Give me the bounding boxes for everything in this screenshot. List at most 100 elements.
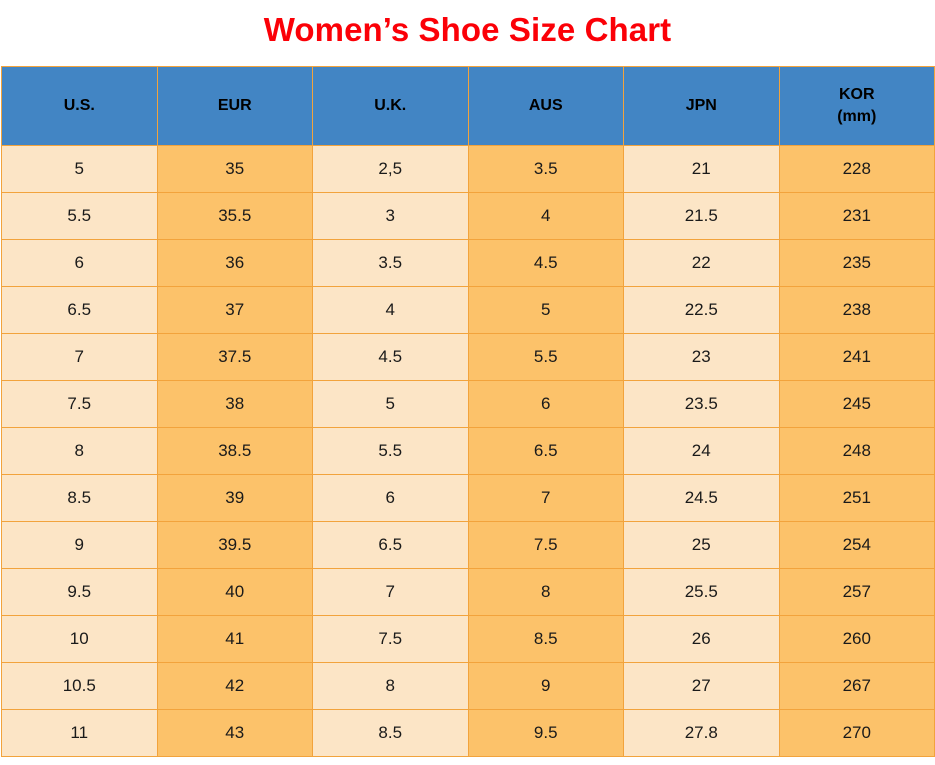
table-cell: 5.5 — [467, 333, 624, 381]
table-cell: 8.5 — [312, 709, 469, 757]
table-cell: 9 — [1, 521, 158, 569]
table-cell: 241 — [778, 333, 935, 381]
table-cell: 42 — [156, 662, 313, 710]
table-cell: 37 — [156, 286, 313, 334]
table-cell: 9.5 — [467, 709, 624, 757]
table-cell: 25.5 — [623, 568, 780, 616]
column-header-label: AUS — [528, 97, 563, 115]
table-cell: 35.5 — [156, 192, 313, 240]
table-cell: 7.5 — [1, 380, 158, 428]
table-cell: 38 — [156, 380, 313, 428]
table-cell: 8 — [467, 568, 624, 616]
table-cell: 228 — [778, 145, 935, 193]
table-cell: 5 — [312, 380, 469, 428]
table-cell: 38.5 — [156, 427, 313, 475]
table-cell: 5 — [1, 145, 158, 193]
table-cell: 9 — [467, 662, 624, 710]
page-title: Women’s Shoe Size Chart — [263, 11, 672, 48]
table-cell: 5.5 — [1, 192, 158, 240]
table-cell: 24 — [623, 427, 780, 475]
table-cell: 4.5 — [312, 333, 469, 381]
table-cell: 6 — [1, 239, 158, 287]
column-header-u-k: U.K. — [312, 66, 469, 146]
table-cell: 23 — [623, 333, 780, 381]
table-cell: 6.5 — [312, 521, 469, 569]
table-cell: 36 — [156, 239, 313, 287]
column-header-eur: EUR — [156, 66, 313, 146]
table-cell: 7.5 — [312, 615, 469, 663]
table-header: U.S. EUR U.K. AUS JPN KOR (mm) — [1, 66, 935, 146]
table-cell: 8 — [312, 662, 469, 710]
table-cell: 24.5 — [623, 474, 780, 522]
table-cell: 23.5 — [623, 380, 780, 428]
column-header-label: KOR — [838, 86, 875, 104]
table-cell: 8.5 — [1, 474, 158, 522]
table-cell: 6.5 — [467, 427, 624, 475]
table-cell: 260 — [778, 615, 935, 663]
table-cell: 27.8 — [623, 709, 780, 757]
column-header-jpn: JPN — [623, 66, 780, 146]
table-cell: 8.5 — [467, 615, 624, 663]
table-cell: 8 — [1, 427, 158, 475]
table-row: 6.5 37 4 5 22.5 238 — [1, 286, 935, 334]
table-cell: 40 — [156, 568, 313, 616]
table-cell: 3.5 — [467, 145, 624, 193]
table-row: 9.5 40 7 8 25.5 257 — [1, 568, 935, 616]
table-cell: 43 — [156, 709, 313, 757]
table-cell: 10.5 — [1, 662, 158, 710]
table-cell: 231 — [778, 192, 935, 240]
column-header-label: EUR — [217, 97, 252, 115]
table-cell: 254 — [778, 521, 935, 569]
table-cell: 6 — [467, 380, 624, 428]
table-cell: 4 — [312, 286, 469, 334]
table-cell: 21 — [623, 145, 780, 193]
table-cell: 9.5 — [1, 568, 158, 616]
table-cell: 2,5 — [312, 145, 469, 193]
table-cell: 235 — [778, 239, 935, 287]
table-cell: 37.5 — [156, 333, 313, 381]
table-cell: 25 — [623, 521, 780, 569]
table-cell: 4 — [467, 192, 624, 240]
table-cell: 22.5 — [623, 286, 780, 334]
table-row: 5 35 2,5 3.5 21 228 — [1, 145, 935, 193]
table-cell: 270 — [778, 709, 935, 757]
column-header-sublabel: (mm) — [837, 108, 877, 125]
table-cell: 39 — [156, 474, 313, 522]
table-row: 8.5 39 6 7 24.5 251 — [1, 474, 935, 522]
column-header-label: U.S. — [63, 97, 95, 115]
table-row: 5.5 35.5 3 4 21.5 231 — [1, 192, 935, 240]
column-header-label: JPN — [685, 97, 717, 115]
table-cell: 7 — [1, 333, 158, 381]
column-header-aus: AUS — [467, 66, 624, 146]
table-cell: 7.5 — [467, 521, 624, 569]
table-cell: 41 — [156, 615, 313, 663]
table-cell: 251 — [778, 474, 935, 522]
table-cell: 39.5 — [156, 521, 313, 569]
table-cell: 10 — [1, 615, 158, 663]
column-header-kor: KOR (mm) — [778, 66, 935, 146]
table-cell: 5 — [467, 286, 624, 334]
table-cell: 7 — [312, 568, 469, 616]
table-row: 11 43 8.5 9.5 27.8 270 — [1, 709, 935, 757]
table-cell: 5.5 — [312, 427, 469, 475]
table-header-row: U.S. EUR U.K. AUS JPN KOR (mm) — [1, 66, 935, 146]
table-cell: 248 — [778, 427, 935, 475]
table-cell: 11 — [1, 709, 158, 757]
size-conversion-table: U.S. EUR U.K. AUS JPN KOR (mm) 5 35 2,5 3.5 21 228 5… — [1, 66, 935, 757]
column-header-u-s: U.S. — [1, 66, 158, 146]
table-cell: 7 — [467, 474, 624, 522]
table-cell: 35 — [156, 145, 313, 193]
table-cell: 26 — [623, 615, 780, 663]
column-header-label: U.K. — [374, 97, 407, 115]
table-cell: 238 — [778, 286, 935, 334]
table-cell: 21.5 — [623, 192, 780, 240]
table-row: 10 41 7.5 8.5 26 260 — [1, 615, 935, 663]
table-cell: 22 — [623, 239, 780, 287]
table-row: 9 39.5 6.5 7.5 25 254 — [1, 521, 935, 569]
table-row: 7.5 38 5 6 23.5 245 — [1, 380, 935, 428]
table-cell: 27 — [623, 662, 780, 710]
table-row: 7 37.5 4.5 5.5 23 241 — [1, 333, 935, 381]
table-row: 10.5 42 8 9 27 267 — [1, 662, 935, 710]
table-cell: 257 — [778, 568, 935, 616]
